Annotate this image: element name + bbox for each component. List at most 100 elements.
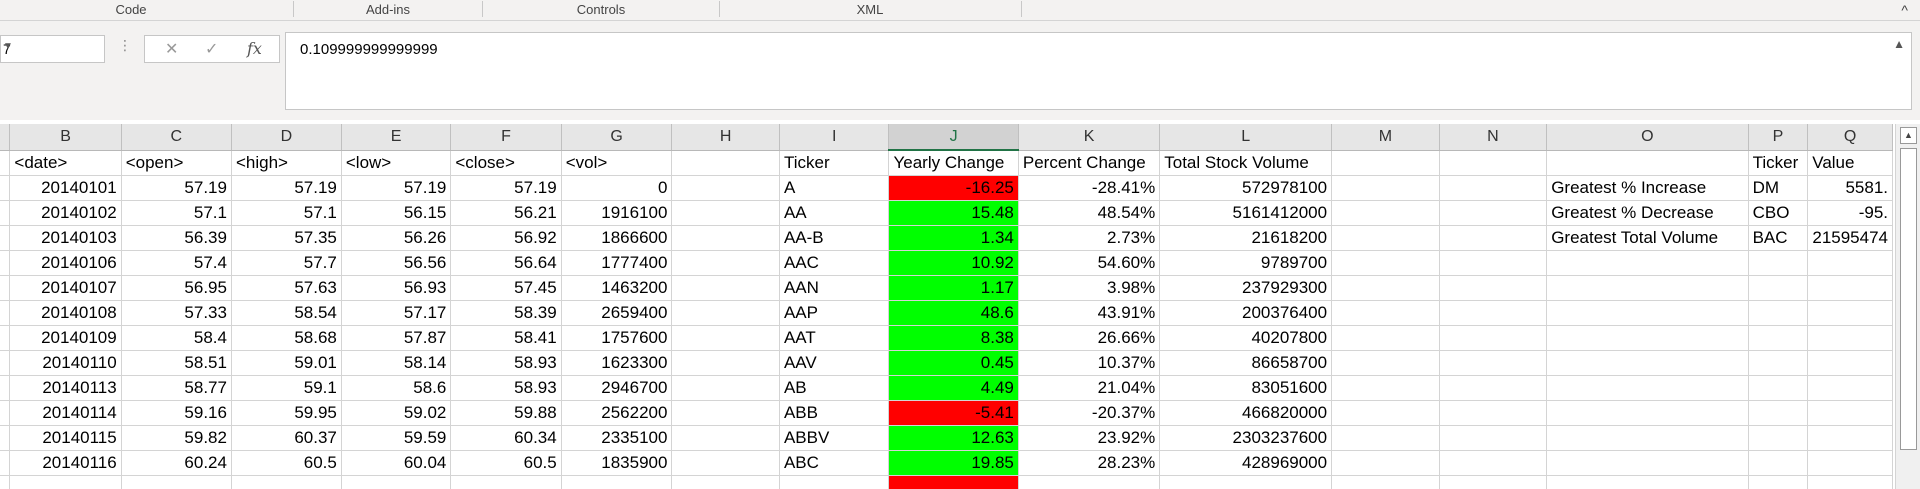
cell-m[interactable] <box>1331 150 1440 176</box>
cell-o[interactable] <box>1546 325 1749 351</box>
cell-n[interactable] <box>1439 200 1548 226</box>
cell-f[interactable]: 60.34 <box>450 425 562 451</box>
cell-n[interactable] <box>1439 425 1548 451</box>
column-header-d[interactable]: D <box>231 124 342 151</box>
cell-h[interactable] <box>671 425 780 451</box>
row-header-cell[interactable] <box>0 200 11 226</box>
ribbon-group-controls[interactable]: Controls <box>576 2 626 17</box>
column-header-c[interactable]: C <box>121 124 232 151</box>
cell-j[interactable]: 15.48 <box>888 200 1019 226</box>
cell-k[interactable]: 43.91% <box>1018 300 1161 326</box>
cell-l[interactable]: 40207800 <box>1159 325 1333 351</box>
cell-j[interactable] <box>888 475 1019 489</box>
cell-b[interactable] <box>9 475 122 489</box>
cell-f[interactable]: 56.92 <box>450 225 562 251</box>
cell-p[interactable] <box>1748 475 1809 489</box>
more-options-icon[interactable]: ⋮ <box>118 37 132 53</box>
cell-b[interactable]: <date> <box>9 150 122 176</box>
cell-m[interactable] <box>1331 350 1440 376</box>
cell-f[interactable]: 58.41 <box>450 325 562 351</box>
cell-o[interactable] <box>1546 250 1749 276</box>
cell-l[interactable]: 572978100 <box>1159 175 1333 201</box>
cell-n[interactable] <box>1439 350 1548 376</box>
row-header-cell[interactable] <box>0 300 11 326</box>
cell-k[interactable]: -28.41% <box>1018 175 1161 201</box>
cell-n[interactable] <box>1439 475 1548 489</box>
cell-g[interactable]: 1463200 <box>561 275 673 301</box>
cell-l[interactable]: 200376400 <box>1159 300 1333 326</box>
row-header-cell[interactable] <box>0 175 11 201</box>
cell-p[interactable] <box>1748 275 1809 301</box>
cell-j[interactable]: 8.38 <box>888 325 1019 351</box>
cell-n[interactable] <box>1439 150 1548 176</box>
cell-m[interactable] <box>1331 475 1440 489</box>
cell-j[interactable]: Yearly Change <box>888 150 1019 176</box>
cell-o[interactable] <box>1546 350 1749 376</box>
cell-c[interactable]: 56.95 <box>121 275 232 301</box>
cancel-icon[interactable]: ✕ <box>165 41 179 58</box>
cell-e[interactable] <box>341 475 452 489</box>
cell-j[interactable]: 4.49 <box>888 375 1019 401</box>
cell-g[interactable] <box>561 475 673 489</box>
scrollbar-thumb[interactable] <box>1900 148 1917 450</box>
name-box[interactable]: 7 ▼ <box>0 35 105 63</box>
column-header-m[interactable]: M <box>1331 124 1440 151</box>
cell-e[interactable]: <low> <box>341 150 452 176</box>
cell-b[interactable]: 20140115 <box>9 425 122 451</box>
cell-i[interactable]: ABBV <box>779 425 890 451</box>
cell-e[interactable]: 60.04 <box>341 450 452 476</box>
column-header-b[interactable]: B <box>9 124 122 151</box>
cell-n[interactable] <box>1439 300 1548 326</box>
row-header-cell[interactable] <box>0 350 11 376</box>
cell-m[interactable] <box>1331 275 1440 301</box>
chevron-down-icon[interactable]: ▼ <box>3 41 13 52</box>
cell-l[interactable]: 9789700 <box>1159 250 1333 276</box>
cell-h[interactable] <box>671 150 780 176</box>
cell-o[interactable] <box>1546 375 1749 401</box>
cell-n[interactable] <box>1439 450 1548 476</box>
cell-c[interactable]: 60.24 <box>121 450 232 476</box>
cell-m[interactable] <box>1331 425 1440 451</box>
cell-d[interactable]: 57.7 <box>231 250 342 276</box>
cell-b[interactable]: 20140110 <box>9 350 122 376</box>
cell-i[interactable]: ABB <box>779 400 890 426</box>
cell-m[interactable] <box>1331 225 1440 251</box>
row-header-cell[interactable] <box>0 475 11 489</box>
column-header-e[interactable]: E <box>341 124 452 151</box>
cell-q[interactable]: 21595474 <box>1807 225 1893 251</box>
cell-q[interactable] <box>1807 275 1893 301</box>
cell-p[interactable] <box>1748 450 1809 476</box>
cell-p[interactable] <box>1748 425 1809 451</box>
cell-q[interactable] <box>1807 450 1893 476</box>
cell-e[interactable]: 57.17 <box>341 300 452 326</box>
cell-c[interactable]: <open> <box>121 150 232 176</box>
cell-g[interactable]: 1835900 <box>561 450 673 476</box>
column-header-o[interactable]: O <box>1546 124 1749 151</box>
cell-e[interactable]: 59.59 <box>341 425 452 451</box>
cell-l[interactable] <box>1159 475 1333 489</box>
cell-j[interactable]: 19.85 <box>888 450 1019 476</box>
cell-n[interactable] <box>1439 225 1548 251</box>
cell-g[interactable]: 1866600 <box>561 225 673 251</box>
cell-d[interactable]: 60.5 <box>231 450 342 476</box>
ribbon-group-code[interactable]: Code <box>115 2 147 17</box>
row-header-cell[interactable] <box>0 425 11 451</box>
row-header-cell[interactable] <box>0 375 11 401</box>
cell-n[interactable] <box>1439 375 1548 401</box>
cell-e[interactable]: 56.93 <box>341 275 452 301</box>
cell-c[interactable]: 59.82 <box>121 425 232 451</box>
cell-d[interactable]: 60.37 <box>231 425 342 451</box>
cell-c[interactable]: 57.19 <box>121 175 232 201</box>
cell-f[interactable]: 58.39 <box>450 300 562 326</box>
cell-p[interactable] <box>1748 325 1809 351</box>
cell-p[interactable]: BAC <box>1748 225 1809 251</box>
cell-f[interactable]: 57.45 <box>450 275 562 301</box>
column-header-h[interactable]: H <box>671 124 780 151</box>
cell-k[interactable]: 2.73% <box>1018 225 1161 251</box>
cell-n[interactable] <box>1439 325 1548 351</box>
cell-q[interactable]: Value <box>1807 150 1893 176</box>
cell-l[interactable]: 428969000 <box>1159 450 1333 476</box>
cell-j[interactable]: 48.6 <box>888 300 1019 326</box>
cell-b[interactable]: 20140101 <box>9 175 122 201</box>
column-header-n[interactable]: N <box>1439 124 1548 151</box>
